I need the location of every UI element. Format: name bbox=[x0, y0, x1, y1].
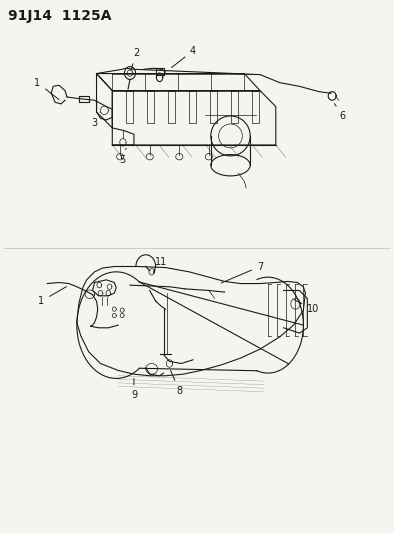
Text: 7: 7 bbox=[221, 262, 263, 283]
Text: 9: 9 bbox=[131, 378, 137, 400]
Text: 1: 1 bbox=[34, 78, 59, 100]
Text: 5: 5 bbox=[119, 148, 126, 165]
Text: 10: 10 bbox=[294, 300, 320, 314]
Text: 3: 3 bbox=[91, 112, 100, 127]
Text: 2: 2 bbox=[131, 49, 139, 71]
Text: 6: 6 bbox=[335, 103, 346, 121]
Text: 91J14  1125A: 91J14 1125A bbox=[8, 9, 112, 22]
Text: 11: 11 bbox=[154, 257, 168, 272]
Text: 8: 8 bbox=[171, 370, 182, 395]
Text: 1: 1 bbox=[38, 287, 67, 306]
Text: 4: 4 bbox=[172, 46, 196, 68]
